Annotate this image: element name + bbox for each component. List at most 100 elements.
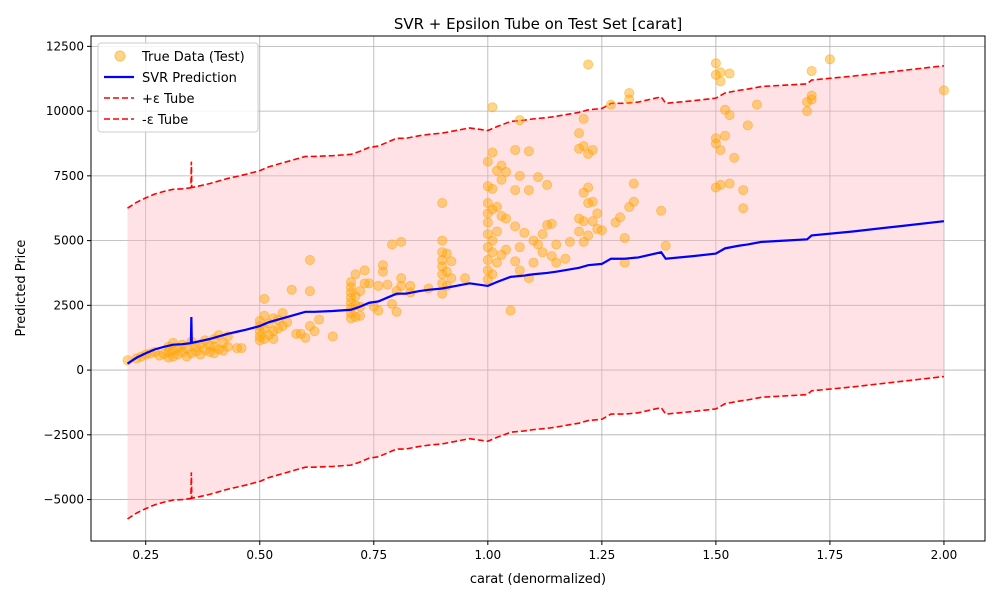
data-point <box>482 217 493 228</box>
y-tick-label: 12500 <box>46 39 84 53</box>
y-axis: −5000 −2500 0 2500 5000 7500 10000 12500 <box>43 39 91 507</box>
data-point <box>460 273 471 284</box>
data-point <box>751 99 762 110</box>
data-point <box>314 314 325 325</box>
data-point <box>605 99 616 110</box>
data-point <box>564 236 575 247</box>
data-point <box>583 182 594 193</box>
data-point <box>501 244 512 255</box>
data-point <box>304 286 315 297</box>
data-point <box>377 260 388 271</box>
data-point <box>720 130 731 141</box>
data-point <box>382 279 393 290</box>
data-point <box>537 229 548 240</box>
data-point <box>724 178 735 189</box>
data-point <box>724 68 735 79</box>
data-point <box>446 256 457 267</box>
data-point <box>364 278 375 289</box>
svr-prediction-line <box>126 220 945 365</box>
data-point <box>514 170 525 181</box>
data-point <box>742 120 753 131</box>
data-point <box>373 305 384 316</box>
legend-label-upper-tube: +ε Tube <box>142 92 195 107</box>
data-point <box>268 333 279 344</box>
data-point <box>501 166 512 177</box>
data-point <box>578 141 589 152</box>
data-point <box>624 87 635 98</box>
data-point <box>510 256 521 267</box>
data-point <box>519 227 530 238</box>
data-point <box>482 156 493 167</box>
upper-tube-line <box>127 64 945 209</box>
data-point <box>355 286 366 297</box>
data-point <box>487 235 498 246</box>
legend-swatch-scatter <box>114 50 126 62</box>
data-point <box>533 172 544 183</box>
y-tick-label: −2500 <box>43 428 84 442</box>
data-point <box>391 306 402 317</box>
legend-label-prediction: SVR Prediction <box>142 71 237 86</box>
data-point <box>615 212 626 223</box>
data-point <box>523 146 534 157</box>
data-point <box>715 144 726 155</box>
legend-box <box>97 42 259 133</box>
lower-tube-line <box>127 375 945 520</box>
data-point <box>491 226 502 237</box>
data-point <box>806 90 817 101</box>
data-point <box>350 269 361 280</box>
data-point <box>345 282 356 293</box>
y-tick-label: 2500 <box>53 298 84 312</box>
y-tick-label: −5000 <box>43 493 84 507</box>
data-point <box>405 280 416 291</box>
data-point <box>514 115 525 126</box>
data-point <box>729 152 740 163</box>
x-tick-label: 2.00 <box>931 548 958 562</box>
x-tick-label: 0.50 <box>246 548 273 562</box>
data-point <box>596 225 607 236</box>
data-point <box>574 128 585 139</box>
data-point <box>528 257 539 268</box>
data-point <box>387 239 398 250</box>
data-point <box>327 331 338 342</box>
data-point <box>222 341 233 352</box>
data-point <box>446 273 457 284</box>
data-point <box>236 343 247 354</box>
data-point <box>583 230 594 241</box>
legend-label-scatter: True Data (Test) <box>141 50 245 65</box>
data-point <box>587 216 598 227</box>
x-tick-label: 0.75 <box>360 548 387 562</box>
data-point <box>715 76 726 87</box>
data-point <box>396 236 407 247</box>
data-point <box>578 113 589 124</box>
data-point <box>802 106 813 117</box>
epsilon-tube-fill <box>127 65 944 519</box>
data-point <box>501 213 512 224</box>
plot-frame <box>90 35 986 542</box>
data-point <box>551 257 562 268</box>
data-point <box>710 133 721 144</box>
data-point <box>487 102 498 113</box>
x-axis: 0.25 0.50 0.75 1.00 1.25 1.50 1.75 2.00 <box>132 541 957 562</box>
data-point <box>583 59 594 70</box>
data-point <box>482 255 493 266</box>
data-point <box>542 179 553 190</box>
x-axis-label: carat (denormalized) <box>470 572 606 587</box>
y-tick-label: 7500 <box>53 169 84 183</box>
data-point <box>510 185 521 196</box>
data-point <box>355 310 366 321</box>
data-point <box>592 208 603 219</box>
data-point <box>587 196 598 207</box>
data-point <box>587 144 598 155</box>
data-point <box>710 58 721 69</box>
y-tick-label: 0 <box>76 363 84 377</box>
data-point <box>738 185 749 196</box>
data-point <box>578 216 589 227</box>
legend-label-lower-tube: -ε Tube <box>142 113 188 128</box>
data-point <box>359 265 370 276</box>
data-point <box>259 310 270 321</box>
data-point <box>715 67 726 78</box>
data-point <box>628 196 639 207</box>
data-point <box>496 174 507 185</box>
data-point <box>660 240 671 251</box>
